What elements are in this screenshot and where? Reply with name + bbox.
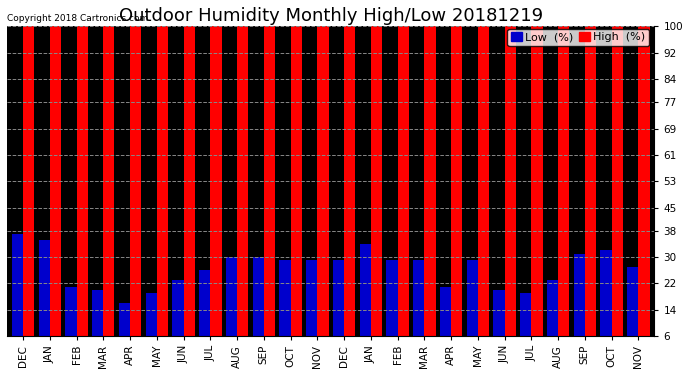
- Bar: [184, 27, 195, 356]
- Legend: Low  (%), High  (%): Low (%), High (%): [507, 29, 649, 46]
- Bar: [585, 27, 596, 356]
- Bar: [253, 257, 264, 355]
- Bar: [290, 27, 302, 356]
- Bar: [130, 27, 141, 356]
- Bar: [344, 27, 355, 356]
- Bar: [424, 27, 435, 356]
- Bar: [359, 244, 371, 356]
- Bar: [627, 267, 638, 356]
- Bar: [104, 27, 115, 356]
- Bar: [531, 27, 542, 356]
- Bar: [92, 290, 104, 356]
- Bar: [573, 254, 585, 356]
- Bar: [638, 27, 649, 356]
- Bar: [440, 286, 451, 356]
- Bar: [611, 27, 623, 356]
- Bar: [477, 27, 489, 356]
- Bar: [237, 27, 248, 356]
- Bar: [558, 27, 569, 356]
- Text: Copyright 2018 Cartronics.com: Copyright 2018 Cartronics.com: [7, 14, 148, 23]
- Bar: [146, 293, 157, 356]
- Bar: [493, 290, 504, 356]
- Bar: [466, 260, 477, 356]
- Bar: [333, 260, 344, 356]
- Bar: [12, 234, 23, 356]
- Bar: [210, 27, 221, 356]
- Bar: [226, 257, 237, 355]
- Bar: [279, 260, 290, 356]
- Bar: [119, 303, 130, 355]
- Bar: [199, 270, 210, 356]
- Bar: [172, 280, 184, 356]
- Bar: [39, 240, 50, 356]
- Bar: [451, 27, 462, 356]
- Bar: [264, 27, 275, 356]
- Bar: [50, 27, 61, 356]
- Bar: [371, 27, 382, 356]
- Bar: [397, 27, 408, 356]
- Bar: [157, 27, 168, 356]
- Bar: [23, 27, 34, 356]
- Bar: [66, 286, 77, 356]
- Bar: [413, 260, 424, 356]
- Bar: [504, 27, 516, 356]
- Bar: [600, 251, 611, 356]
- Bar: [306, 260, 317, 356]
- Bar: [77, 27, 88, 356]
- Bar: [317, 27, 328, 356]
- Bar: [386, 260, 397, 356]
- Bar: [547, 280, 558, 356]
- Bar: [520, 293, 531, 356]
- Title: Outdoor Humidity Monthly High/Low 20181219: Outdoor Humidity Monthly High/Low 201812…: [119, 7, 543, 25]
